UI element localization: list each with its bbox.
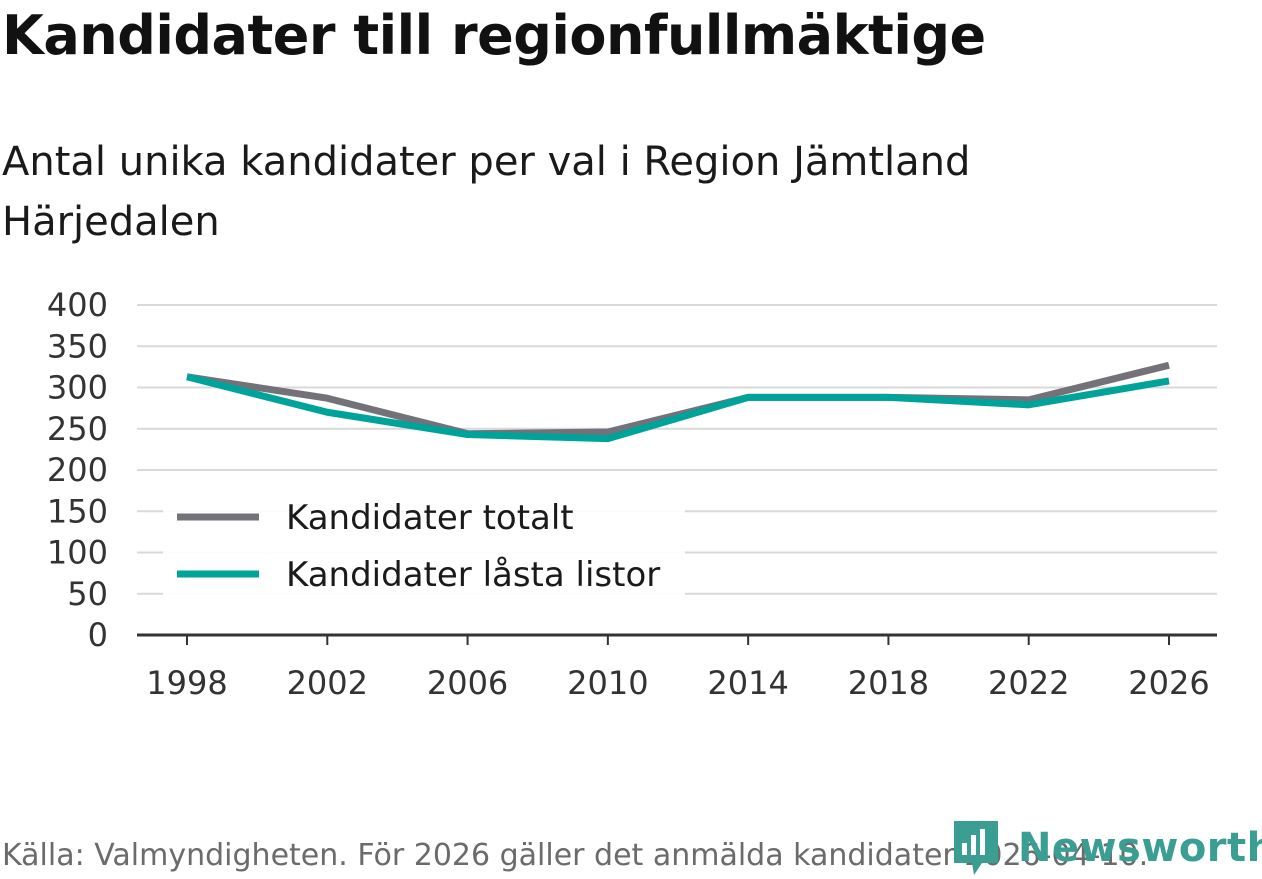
series-line-kandidater-totalt <box>186 361 1170 438</box>
y-tick-label: 300 <box>47 369 108 407</box>
chart-subtitle: Antal unika kandidater per val i Region … <box>2 139 971 245</box>
x-tick-label: 2026 <box>1128 664 1209 702</box>
y-tick-label: 50 <box>67 575 108 613</box>
y-tick-label: 0 <box>88 616 108 654</box>
series <box>186 361 1170 443</box>
x-tick-label: 1998 <box>146 664 227 702</box>
y-tick-label: 250 <box>47 410 108 448</box>
y-tick-label: 100 <box>47 534 108 572</box>
legend-label: Kandidater låsta listor <box>286 555 660 595</box>
y-tick-label: 150 <box>47 492 108 530</box>
legend-label: Kandidater totalt <box>286 498 574 538</box>
chart-title: Kandidater till regionfullmäktige <box>2 4 986 67</box>
x-tick-label: 2006 <box>427 664 508 702</box>
x-tick-label: 2014 <box>707 664 788 702</box>
series-line-kandidater-lasta-listor <box>186 373 1170 443</box>
y-tick-label: 350 <box>47 327 108 365</box>
x-tick-label: 2022 <box>988 664 1069 702</box>
newsworthy-logo-icon <box>954 821 998 875</box>
brand-logo: Newsworthy <box>952 818 1262 878</box>
x-tick-label: 2010 <box>567 664 648 702</box>
y-tick-label: 200 <box>47 451 108 489</box>
y-tick-label: 400 <box>47 286 108 324</box>
x-tick-label: 2002 <box>287 664 368 702</box>
x-tick-label: 2018 <box>848 664 929 702</box>
brand-name: Newsworthy <box>1018 825 1262 871</box>
legend-background <box>163 493 685 597</box>
legend: Kandidater totalt Kandidater låsta listor <box>163 493 685 597</box>
